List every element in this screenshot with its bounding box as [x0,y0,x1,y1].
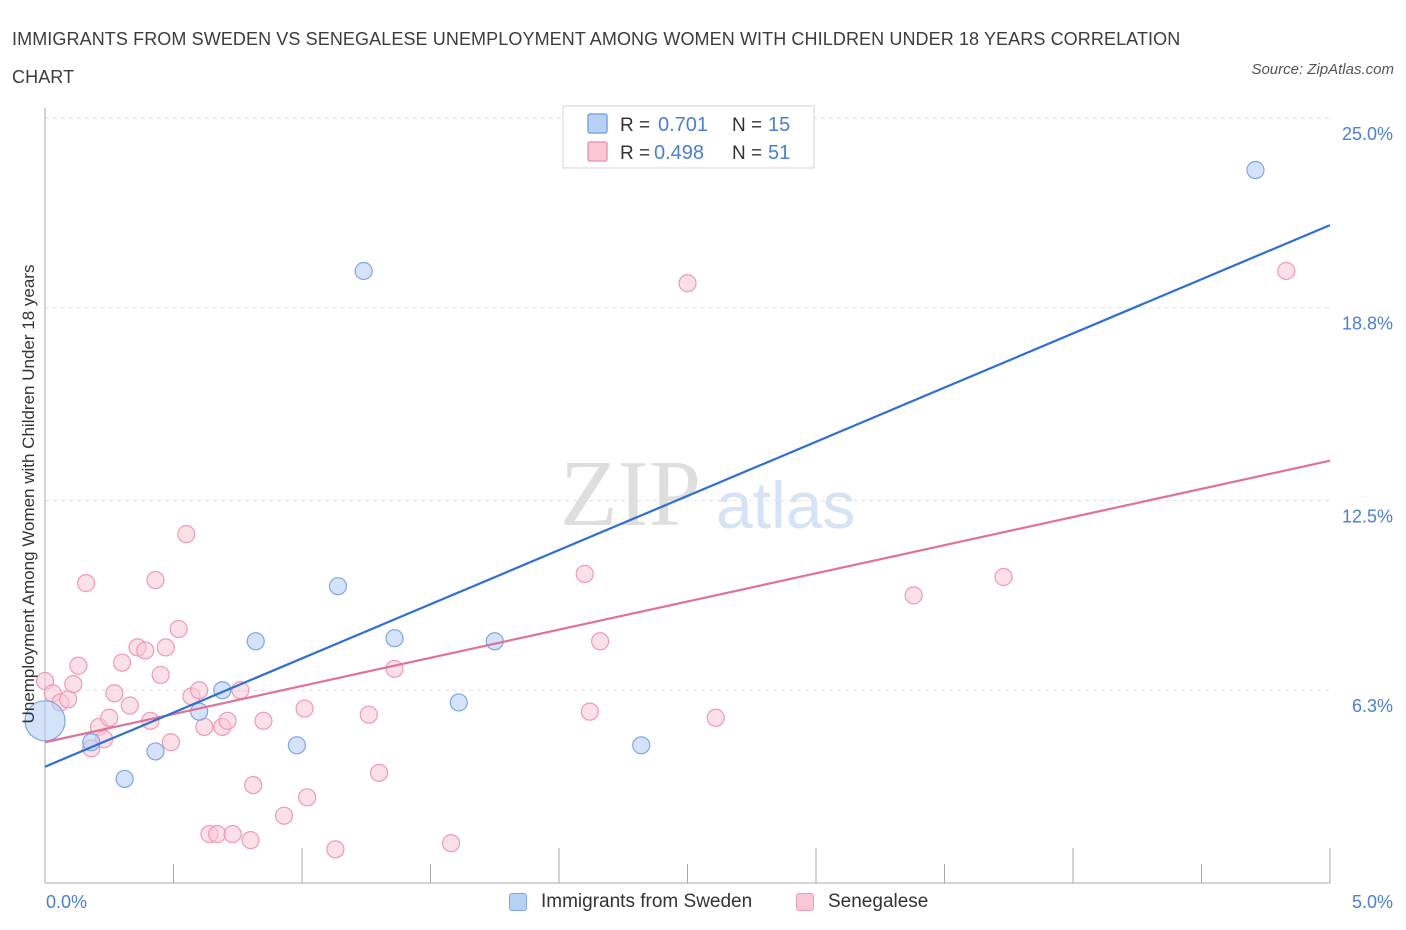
legend-item-sweden[interactable]: Immigrants from Sweden [509,888,752,916]
sweden-point-2 [115,769,134,789]
watermark-atlas: atlas [716,468,855,542]
watermark-zip: ZIP [560,442,701,546]
sweden-point-11 [449,693,468,712]
sweden-point-6 [246,632,265,651]
senegal-point-24 [190,681,209,700]
zipatlas-watermark: ZIP atlas [560,442,855,546]
gridlines [45,117,1330,691]
senegal-point-39 [359,705,378,724]
series-legend: Immigrants from Sweden Senegalese [0,888,1406,916]
legend-r-value-sweden: 0.701 [658,114,708,136]
y-tick-label-0: 6.3% [1352,696,1393,716]
senegal-point-29 [218,711,237,730]
senegal-point-35 [274,806,294,825]
sweden-point-0 [24,700,66,742]
sweden-point-4 [190,702,209,721]
senegal-point-4 [64,674,83,694]
senegal-point-33 [244,775,263,795]
senegal-point-17 [146,570,165,590]
senegal-point-32 [241,831,260,850]
senegal-point-46 [678,274,697,293]
senegal-point-36 [298,788,317,807]
sweden-point-12 [485,632,504,651]
legend-n-value-sweden: 15 [768,114,790,136]
legend-swatch-senegal-bottom [796,893,814,911]
y-tick-label-1: 12.5% [1342,507,1393,527]
senegal-point-27 [208,824,227,844]
senegal-point-49 [994,567,1013,587]
senegal-point-6 [77,574,96,593]
sweden-point-14 [1246,160,1265,180]
senegal-point-41 [385,659,404,678]
senegal-point-10 [100,708,119,727]
senegal-point-19 [156,638,175,657]
sweden-points [24,160,1265,789]
sweden-point-7 [287,736,306,755]
legend-item-senegal[interactable]: Senegalese [796,888,928,916]
sweden-point-3 [146,742,165,761]
senegal-point-47 [706,708,725,727]
chart-title: IMMIGRANTS FROM SWEDEN VS SENEGALESE UNE… [12,29,1181,87]
axes [44,108,1331,884]
senegal-point-25 [195,717,214,737]
senegal-point-15 [136,641,155,660]
x-tick-label-0: 0.0% [46,892,87,912]
legend-n-label-senegal: N = [732,143,762,164]
sweden-point-8 [328,577,348,596]
senegal-point-44 [580,702,599,721]
trend-lines [44,224,1331,768]
sweden-point-9 [354,261,373,281]
y-tick-label-3: 25.0% [1342,124,1393,144]
senegal-point-22 [177,525,196,544]
senegal-point-48 [904,586,923,605]
correlation-legend: R = 0.701 N = 15 R = 0.498 N = 51 [562,105,815,169]
legend-n-label-sweden: N = [732,115,762,136]
legend-r-label-sweden: R = [620,115,650,136]
legend-n-value-senegal: 51 [768,142,790,164]
senegal-point-5 [69,656,88,675]
senegal-point-43 [575,564,594,584]
senegal-point-21 [169,619,188,639]
source-label: Source: ZipAtlas.com [1251,61,1394,78]
senegal-point-38 [326,840,345,859]
senegal-point-3 [59,690,78,709]
legend-r-value-senegal: 0.498 [654,142,704,164]
senegal-point-34 [254,711,273,730]
y-axis-label: Unemployment Among Women with Children U… [19,265,38,724]
senegal-point-37 [295,699,314,718]
senegal-point-30 [223,824,242,844]
legend-label-sweden: Immigrants from Sweden [541,891,753,912]
senegal-trend-line [44,459,1331,744]
axis-labels: 6.3% 12.5% 18.8% 25.0% 0.0% 5.0% Unemployment … [19,124,1393,912]
legend-swatch-sweden [587,113,608,134]
senegal-point-20 [161,733,181,752]
x-tick-label-1: 5.0% [1352,892,1393,912]
senegalese-points [35,261,1296,859]
senegal-point-11 [105,684,124,703]
senegal-point-50 [1277,261,1296,281]
senegal-point-40 [370,763,389,782]
legend-label-senegal: Senegalese [828,891,929,912]
legend-swatch-senegal [587,141,608,162]
senegal-point-45 [591,632,610,651]
senegal-point-42 [441,834,461,853]
senegal-point-13 [120,696,139,715]
senegal-point-18 [151,665,170,685]
sweden-point-13 [632,736,651,755]
sweden-point-10 [385,629,404,648]
senegal-point-12 [112,653,132,672]
legend-swatch-sweden-bottom [509,893,527,911]
legend-r-label-senegal: R = [620,143,650,164]
y-tick-label-2: 18.8% [1342,314,1393,334]
sweden-trend-line [44,224,1331,768]
